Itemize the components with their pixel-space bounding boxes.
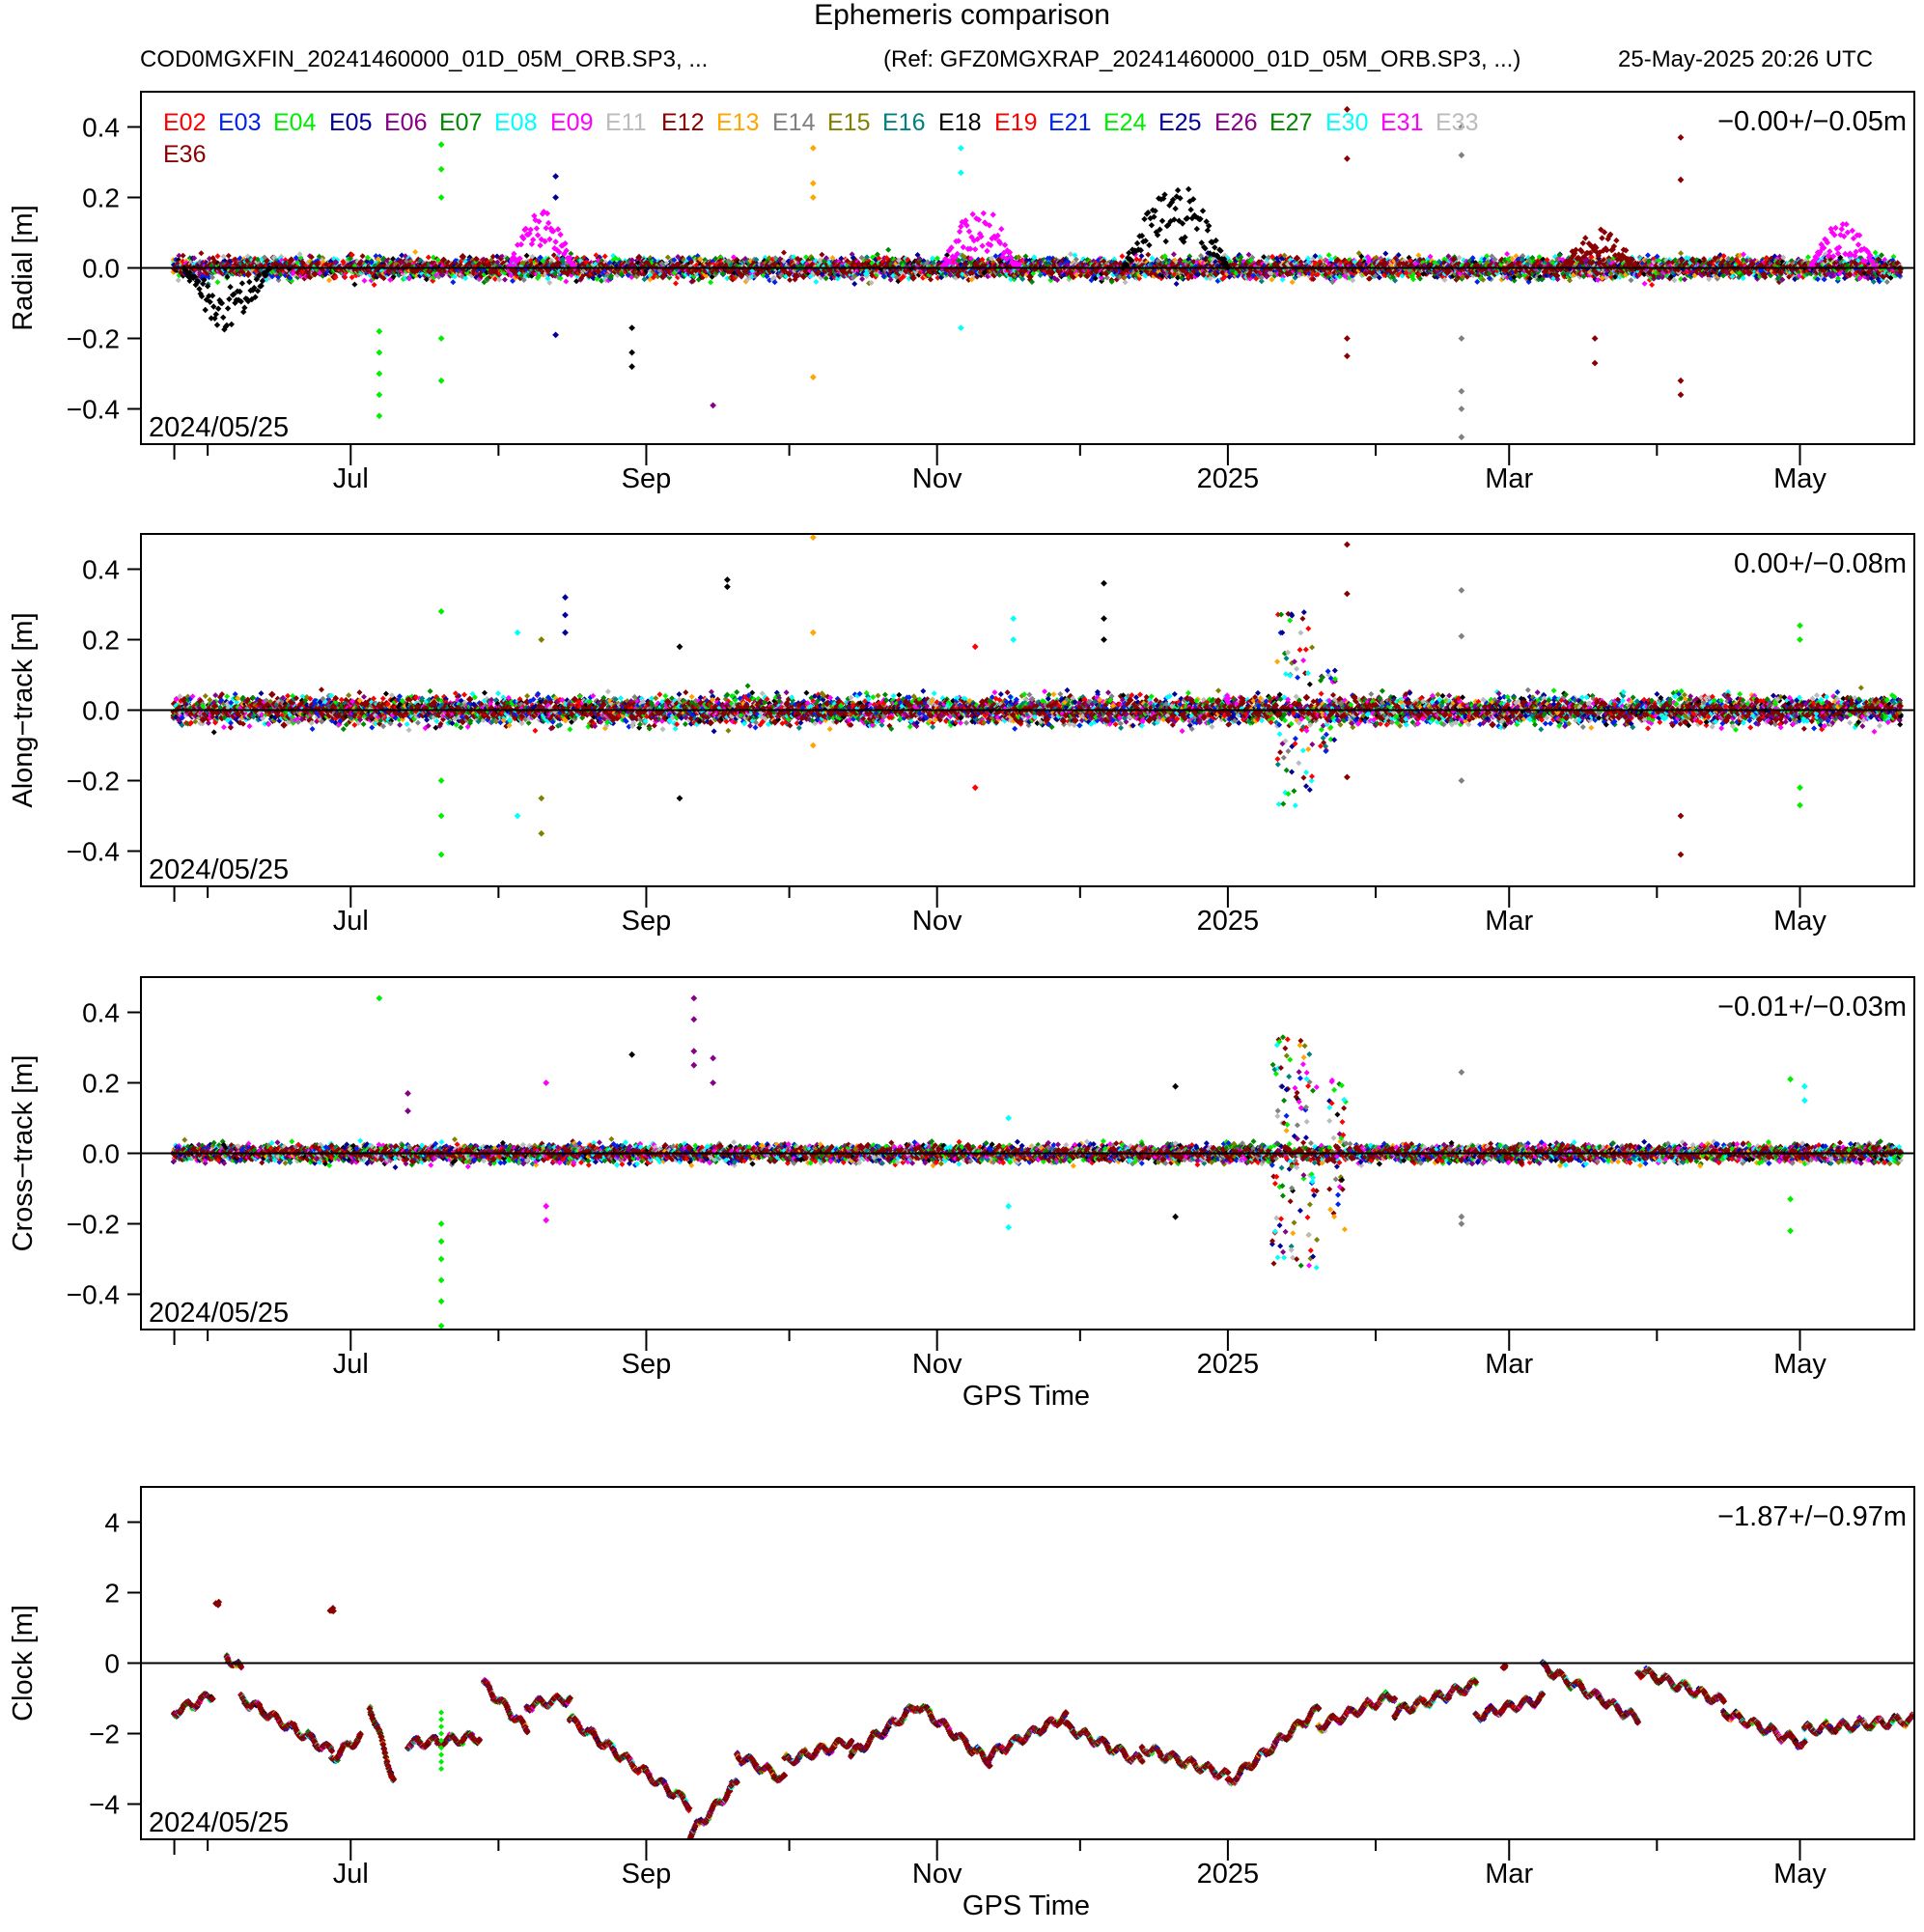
data-point-E12 — [380, 275, 387, 282]
generated-timestamp: 25-May-2025 20:26 UTC — [1618, 46, 1873, 73]
data-point-E11 — [296, 251, 303, 258]
data-point-E36 — [377, 271, 386, 279]
data-point-E24 — [214, 279, 221, 286]
data-point-E36 — [198, 250, 205, 257]
data-point-E08 — [813, 278, 820, 285]
data-point-E19 — [1119, 253, 1126, 260]
data-point-E14 — [262, 254, 267, 261]
data-point-E06 — [859, 276, 866, 282]
data-point-E06 — [502, 276, 508, 283]
data-point-E06 — [176, 252, 182, 259]
data-point-E36 — [180, 252, 186, 259]
data-point-E02 — [349, 252, 355, 258]
data-point-E25 — [1173, 281, 1180, 287]
data-point-E19 — [340, 259, 347, 265]
data-point-E36 — [239, 269, 246, 276]
data-point-E36 — [264, 257, 271, 266]
data-point-E25 — [851, 281, 858, 287]
data-point-E21 — [450, 279, 457, 286]
data-point-E02 — [673, 280, 679, 287]
data-point-E11 — [175, 277, 181, 284]
data-point-E02 — [601, 253, 608, 260]
reference-file: (Ref: GFZ0MGXRAP_20241460000_01D_05M_ORB… — [883, 46, 1520, 73]
data-point-E12 — [225, 252, 232, 259]
data-point-E12 — [359, 253, 366, 260]
data-point-E09 — [563, 278, 570, 285]
data-point-E21 — [368, 259, 375, 266]
data-point-E25 — [1138, 253, 1145, 260]
data-point-E36 — [287, 256, 295, 265]
data-point-E26 — [332, 259, 339, 266]
data-point-E12 — [308, 254, 315, 261]
data-point-E36 — [306, 272, 315, 281]
data-point-E24 — [364, 254, 371, 261]
data-point-E13 — [375, 256, 381, 263]
data-point-E19 — [214, 253, 221, 260]
data-point-E11 — [1122, 279, 1129, 286]
data-point-E19 — [332, 274, 339, 281]
data-point-E18 — [224, 273, 231, 280]
data-point-E13 — [326, 277, 332, 284]
chart-title: Ephemeris comparison — [0, 0, 1924, 31]
data-point-E31 — [387, 276, 394, 283]
data-point-E02 — [349, 274, 355, 281]
data-point-E03 — [293, 255, 299, 261]
data-point-E26 — [191, 255, 198, 262]
data-point-E07 — [1022, 253, 1029, 260]
data-point-E27 — [885, 246, 892, 253]
data-point-E18 — [390, 256, 397, 263]
data-point-E36 — [426, 267, 433, 275]
data-point-E36 — [819, 251, 825, 258]
data-point-E36 — [235, 261, 242, 269]
data-point-E19 — [371, 282, 377, 288]
data-point-E36 — [787, 277, 794, 283]
data-point-E13 — [412, 249, 419, 255]
data-point-E09 — [361, 277, 368, 284]
data-points — [170, 105, 1905, 441]
data-point-E02 — [342, 274, 349, 281]
data-point-E04 — [708, 279, 714, 286]
data-point-E18 — [423, 276, 430, 283]
data-point-E03 — [206, 274, 212, 281]
data-point-E36 — [311, 269, 319, 278]
file-name: COD0MGXFIN_20241460000_01D_05M_ORB.SP3, … — [140, 46, 708, 73]
data-point-E26 — [1170, 251, 1177, 258]
data-point-E19 — [425, 254, 432, 261]
data-point-E18 — [523, 252, 530, 259]
data-point-E33 — [220, 253, 227, 260]
data-point-E14 — [209, 274, 215, 281]
data-point-E18 — [390, 273, 397, 280]
data-point-E36 — [781, 249, 787, 256]
data-point-E36 — [397, 258, 404, 266]
data-point-E07 — [255, 256, 261, 263]
data-point-E21 — [287, 275, 293, 281]
data-point-E36 — [218, 268, 226, 276]
data-point-E13 — [1289, 279, 1296, 286]
data-point-E06 — [206, 255, 212, 262]
data-point-E24 — [434, 257, 441, 264]
data-point-E25 — [364, 258, 371, 265]
data-point-E36 — [423, 261, 432, 268]
data-point-E12 — [1145, 251, 1152, 258]
data-point-E18 — [351, 281, 358, 288]
data-point-E11 — [1067, 251, 1074, 258]
